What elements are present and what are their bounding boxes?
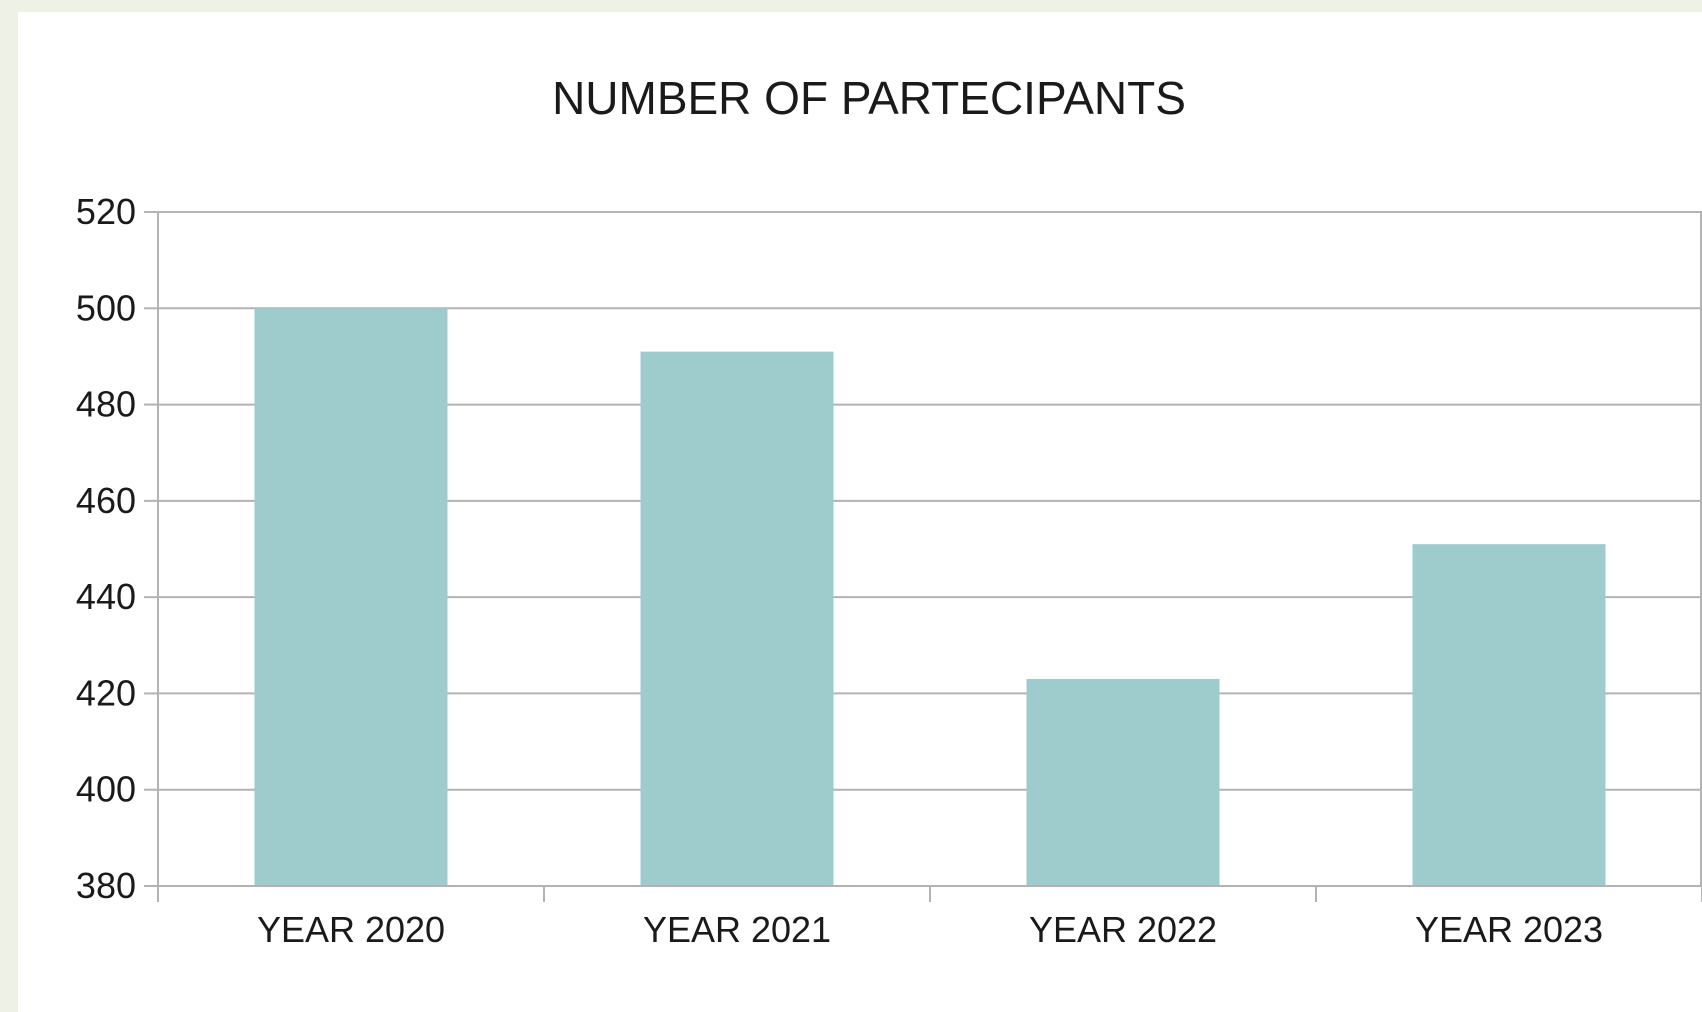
y-tick-label: 380	[76, 865, 136, 906]
y-tick-label: 500	[76, 287, 136, 328]
y-tick-label: 520	[76, 191, 136, 232]
y-tick-label: 420	[76, 672, 136, 713]
chart-canvas: NUMBER OF PARTECIPANTS 380 400 420 440 460 48…	[18, 12, 1702, 1012]
bar-year-2021	[640, 351, 834, 887]
bar-year-2023	[1412, 544, 1606, 886]
bar-year-2020	[254, 308, 448, 886]
x-tick-label: YEAR 2021	[643, 909, 831, 950]
axes	[144, 211, 1702, 902]
bar-chart: NUMBER OF PARTECIPANTS 380 400 420 440 460 48…	[76, 72, 1702, 950]
x-tick-label: YEAR 2022	[1029, 909, 1217, 950]
chart-title: NUMBER OF PARTECIPANTS	[552, 72, 1186, 124]
y-tick-label: 460	[76, 480, 136, 521]
x-tick-labels: YEAR 2020 YEAR 2021 YEAR 2022 YEAR 2023	[257, 909, 1603, 950]
y-tick-label: 400	[76, 769, 136, 810]
x-tick-label: YEAR 2023	[1415, 909, 1603, 950]
y-tick-label: 480	[76, 384, 136, 425]
y-tick-labels: 380 400 420 440 460 480 500 520	[76, 191, 136, 906]
bar-year-2022	[1026, 678, 1220, 886]
x-tick-label: YEAR 2020	[257, 909, 445, 950]
y-tick-label: 440	[76, 576, 136, 617]
bars	[254, 308, 1606, 887]
